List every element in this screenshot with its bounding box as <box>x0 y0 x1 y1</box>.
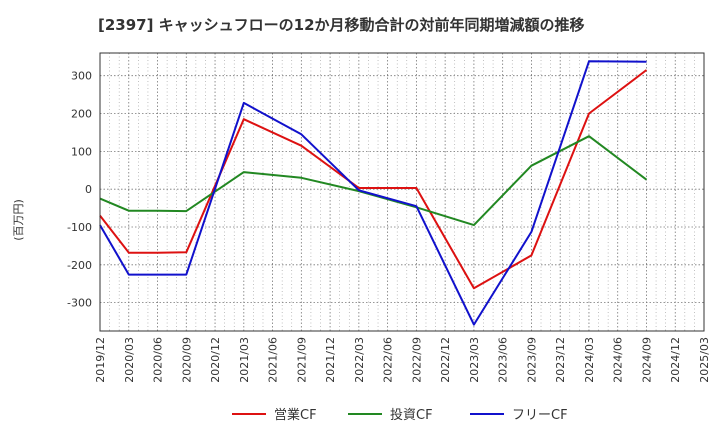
y-tick-label: 200 <box>71 108 92 121</box>
x-tick-label: 2020/03 <box>123 337 136 383</box>
chart-title: [2397] キャッシュフローの12か月移動合計の対前年同期増減額の推移 <box>98 16 585 34</box>
legend-label: フリーCF <box>512 408 568 423</box>
x-tick-label: 2023/09 <box>525 337 538 383</box>
legend: 営業CF 投資CF フリーCF <box>232 407 568 423</box>
series-line-フリーCF <box>99 60 647 326</box>
series-layer <box>99 60 648 326</box>
y-tick-label: -100 <box>67 221 92 234</box>
x-tick-label: 2021/06 <box>267 337 280 383</box>
x-tick-label: 2020/06 <box>152 337 165 383</box>
x-tick-label: 2024/12 <box>669 337 682 383</box>
grid-layer <box>100 53 704 331</box>
y-tick-label: -200 <box>67 259 92 272</box>
x-tick-label: 2020/09 <box>180 337 193 383</box>
x-tick-label: 2022/12 <box>439 337 452 383</box>
x-tick-label: 2022/06 <box>382 337 395 383</box>
x-tick-label: 2023/03 <box>468 337 481 383</box>
x-tick-label: 2024/09 <box>640 337 653 383</box>
plot-frame <box>99 52 705 332</box>
x-tick-label: 2020/12 <box>209 337 222 383</box>
x-tick-label: 2022/03 <box>353 337 366 383</box>
x-tick-labels: 2019/12 2020/03 2020/06 2020/09 2020/12 2021/… <box>94 337 711 383</box>
series-line-営業CF <box>99 69 648 290</box>
x-tick-label: 2023/06 <box>497 337 510 383</box>
x-tick-label: 2023/12 <box>554 337 567 383</box>
x-tick-label: 2024/03 <box>583 337 596 383</box>
x-tick-label: 2021/12 <box>324 337 337 383</box>
x-tick-label: 2021/09 <box>295 337 308 383</box>
y-tick-label: -300 <box>67 297 92 310</box>
legend-label: 営業CF <box>274 407 317 423</box>
y-tick-label: 300 <box>71 70 92 83</box>
y-tick-label: 0 <box>85 183 92 196</box>
x-tick-label: 2024/06 <box>612 337 625 383</box>
y-tick-label: 100 <box>71 145 92 158</box>
x-tick-label: 2019/12 <box>94 337 107 383</box>
legend-label: 投資CF <box>390 407 433 423</box>
series-line-投資CF <box>99 135 648 227</box>
x-tick-label: 2025/03 <box>698 337 711 383</box>
x-tick-label: 2021/03 <box>238 337 251 383</box>
y-tick-labels: 300 200 100 0 -100 -200 -300 <box>67 70 92 310</box>
x-tick-label: 2022/09 <box>410 337 423 383</box>
